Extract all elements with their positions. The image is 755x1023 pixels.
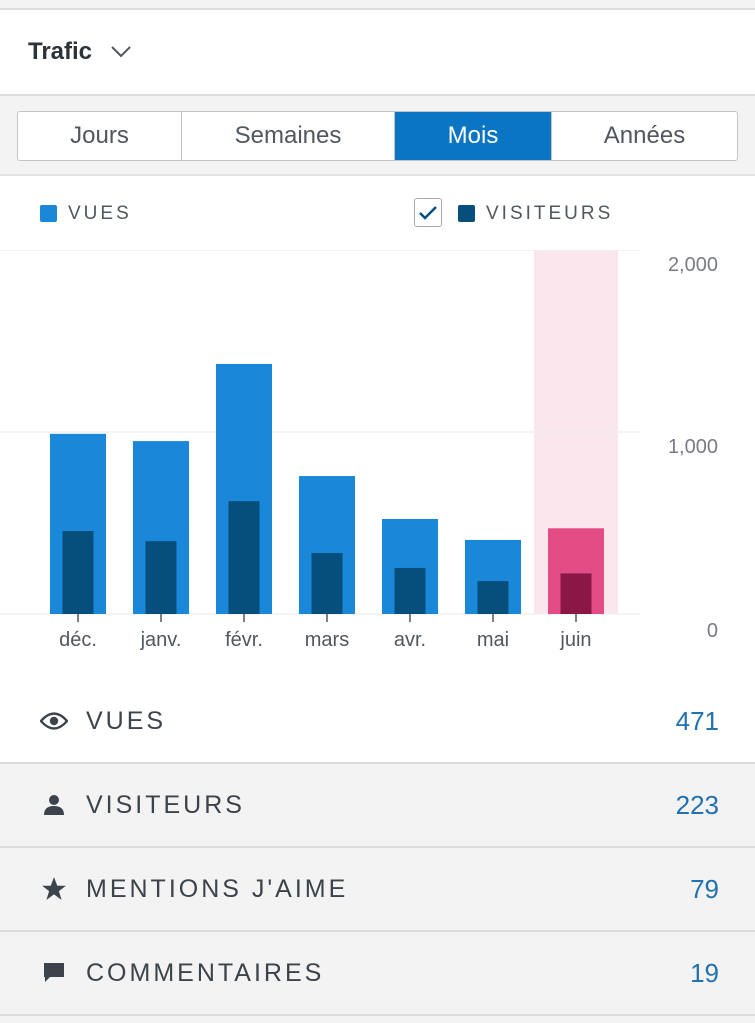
visitors-checkbox[interactable] [414,198,442,227]
x-tick-label: mai [477,629,509,651]
bar-visitors[interactable] [145,541,177,614]
traffic-chart: 0 1,000 2,000 déc. janv. févr. mars avr. mai juin [0,249,755,680]
y-tick-label: 0 [707,620,718,642]
x-tick-label: juin [559,629,591,651]
stat-label: VUES [86,706,167,735]
tab-months[interactable]: Mois [395,112,552,160]
checkmark-icon [419,205,437,220]
comment-icon [40,959,68,987]
x-tick-label: avr. [394,629,426,651]
period-selector-bar: Jours Semaines Mois Années [0,96,755,176]
person-icon [40,791,68,819]
stat-label: MENTIONS J'AIME [86,874,349,903]
section-title: Trafic [28,38,93,65]
stat-label: COMMENTAIRES [86,958,325,987]
stat-value: 223 [675,789,719,820]
bar-visitors[interactable] [560,573,592,614]
legend-views-label: VUES [68,203,132,224]
bar-visitors[interactable] [394,567,426,614]
visitors-swatch [458,205,475,222]
bar-visitors[interactable] [228,501,260,614]
stats-header[interactable]: Trafic [0,10,755,96]
tab-days[interactable]: Jours [18,112,182,160]
tab-years[interactable]: Années [603,122,686,149]
stat-row-comments[interactable]: COMMENTAIRES 19 [0,932,755,1016]
bar-visitors[interactable] [62,531,94,614]
bar-chart: 0 1,000 2,000 déc. janv. févr. mars avr. mai juin [0,249,718,651]
x-tick-label: déc. [59,629,97,651]
bar-visitors[interactable] [311,553,343,614]
stat-value: 79 [690,873,719,904]
views-swatch [40,205,57,222]
stat-row-likes[interactable]: MENTIONS J'AIME 79 [0,848,755,932]
x-tick-label: mars [305,629,349,651]
period-selector: Jours Semaines Mois Années [17,111,738,161]
x-tick-label: févr. [225,629,263,651]
y-tick-label: 1,000 [668,436,718,458]
chevron-down-icon[interactable] [110,45,132,59]
top-strip [0,0,755,10]
chart-legend: VUES VISITEURS [0,176,755,250]
eye-icon [40,707,68,735]
star-icon [40,875,68,903]
stat-value: 471 [675,705,719,736]
stat-value: 19 [690,957,719,988]
stat-label: VISITEURS [86,790,245,819]
y-tick-label: 2,000 [668,254,718,276]
stat-row-views[interactable]: VUES 471 [0,680,755,764]
stat-row-visitors[interactable]: VISITEURS 223 [0,764,755,848]
x-tick-label: janv. [140,629,182,651]
bar-visitors[interactable] [477,581,509,614]
tab-weeks[interactable]: Semaines [182,112,395,160]
legend-visitors-label: VISITEURS [486,203,614,224]
